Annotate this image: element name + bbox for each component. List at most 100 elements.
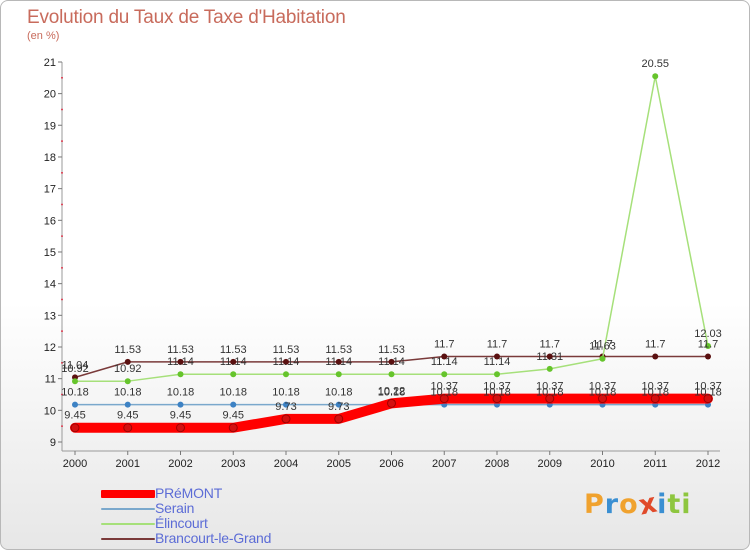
data-label: 11.14 (220, 356, 247, 368)
data-point (177, 401, 184, 408)
y-tick-label: 10 (44, 405, 56, 417)
data-label: 11.04 (62, 359, 89, 371)
data-label: 11.63 (589, 341, 616, 353)
logo-letter: i (657, 489, 668, 520)
data-point (283, 358, 289, 365)
data-label: 10.18 (272, 387, 300, 399)
data-point (599, 355, 606, 362)
y-unit-label: (en %) (27, 30, 60, 42)
y-tick-label: 12 (44, 342, 56, 354)
data-point (546, 353, 553, 360)
x-tick-label: 2000 (63, 458, 87, 470)
data-point (124, 401, 131, 408)
data-label: 11.14 (325, 356, 352, 368)
data-label: 11.14 (378, 356, 405, 368)
data-label: 12.03 (694, 328, 722, 340)
logo-letter: i (681, 489, 692, 520)
data-label: 11.7 (698, 338, 719, 350)
y-tick-label: 11 (45, 374, 56, 386)
legend-item-premont[interactable]: PRéMONT (101, 485, 361, 501)
y-tick-label: 20 (44, 89, 56, 101)
data-label: 10.18 (378, 387, 406, 399)
x-tick-label: 2009 (538, 458, 562, 470)
data-point (283, 401, 289, 408)
x-tick-label: 2002 (168, 458, 192, 470)
data-point (335, 358, 342, 365)
data-point (705, 353, 711, 360)
data-label: 11.14 (484, 356, 511, 368)
y-tick-label: 13 (44, 310, 56, 322)
y-tick-label: 21 (44, 57, 56, 69)
data-label: 11.7 (592, 338, 613, 350)
data-point (494, 353, 500, 360)
data-label: 11.53 (325, 344, 352, 356)
data-point (228, 423, 238, 433)
data-label: 10.18 (589, 387, 617, 399)
data-label: 11.7 (487, 338, 508, 350)
data-label: 10.37 (483, 381, 511, 393)
data-point (703, 394, 713, 404)
data-label: 10.37 (694, 381, 722, 393)
data-label: 10.18 (61, 387, 89, 399)
data-point (72, 378, 78, 385)
legend-swatch-brancourt (101, 537, 155, 540)
x-tick-label: 2003 (221, 458, 245, 470)
data-label: 11.7 (434, 338, 455, 350)
legend-item-brancourt[interactable]: Brancourt-le-Grand (101, 530, 361, 546)
data-label: 11.53 (273, 344, 300, 356)
legend-item-serain[interactable]: Serain (101, 500, 361, 516)
data-label: 20.55 (641, 58, 669, 70)
data-point (124, 358, 131, 365)
data-label: 10.18 (536, 387, 564, 399)
data-label: 10.92 (114, 363, 142, 375)
data-point (335, 371, 342, 378)
data-label: 10.37 (641, 381, 669, 393)
legend-label-premont: PRéMONT (155, 485, 223, 501)
data-point (177, 358, 184, 365)
legend-label-brancourt: Brancourt-le-Grand (155, 530, 272, 546)
data-label: 10.22 (378, 385, 406, 397)
y-tick-label: 16 (44, 215, 56, 227)
legend-label-serain: Serain (155, 500, 195, 516)
x-tick-label: 2011 (643, 458, 667, 470)
data-point (335, 401, 342, 408)
data-point (441, 371, 448, 378)
data-point (388, 358, 395, 365)
data-label: 11.14 (167, 356, 194, 368)
x-tick-label: 2010 (590, 458, 614, 470)
data-point (124, 378, 131, 385)
x-tick-label: 2012 (696, 458, 720, 470)
data-label: 11.53 (114, 344, 141, 356)
data-label: 11.53 (167, 344, 194, 356)
data-point (545, 394, 555, 404)
data-label: 10.18 (694, 387, 722, 399)
data-label: 10.18 (114, 387, 142, 399)
data-point (72, 401, 78, 408)
data-point (492, 394, 502, 404)
data-point (439, 394, 449, 404)
proxiti-logo[interactable]: Proxiti (584, 487, 692, 521)
logo-letter: r (604, 489, 620, 520)
series-line-2 (74, 75, 709, 382)
data-label: 9.45 (117, 410, 138, 422)
data-point (230, 401, 237, 408)
data-point (388, 371, 395, 378)
data-label: 10.37 (430, 381, 458, 393)
data-point (705, 343, 711, 350)
data-point (546, 365, 553, 372)
y-tick-label: 17 (44, 184, 56, 196)
legend-item-elincourt[interactable]: Élincourt (101, 515, 361, 531)
data-label: 11.53 (220, 344, 247, 356)
data-point (283, 371, 289, 378)
data-label: 9.45 (64, 410, 85, 422)
data-point (176, 423, 185, 433)
data-point (441, 353, 448, 360)
data-label: 10.18 (219, 387, 247, 399)
data-label: 11.14 (431, 356, 458, 368)
data-point (123, 423, 133, 433)
data-label: 11.53 (378, 344, 405, 356)
legend-swatch-serain (101, 507, 155, 510)
data-point (652, 353, 659, 360)
y-tick-label: 19 (44, 120, 56, 132)
